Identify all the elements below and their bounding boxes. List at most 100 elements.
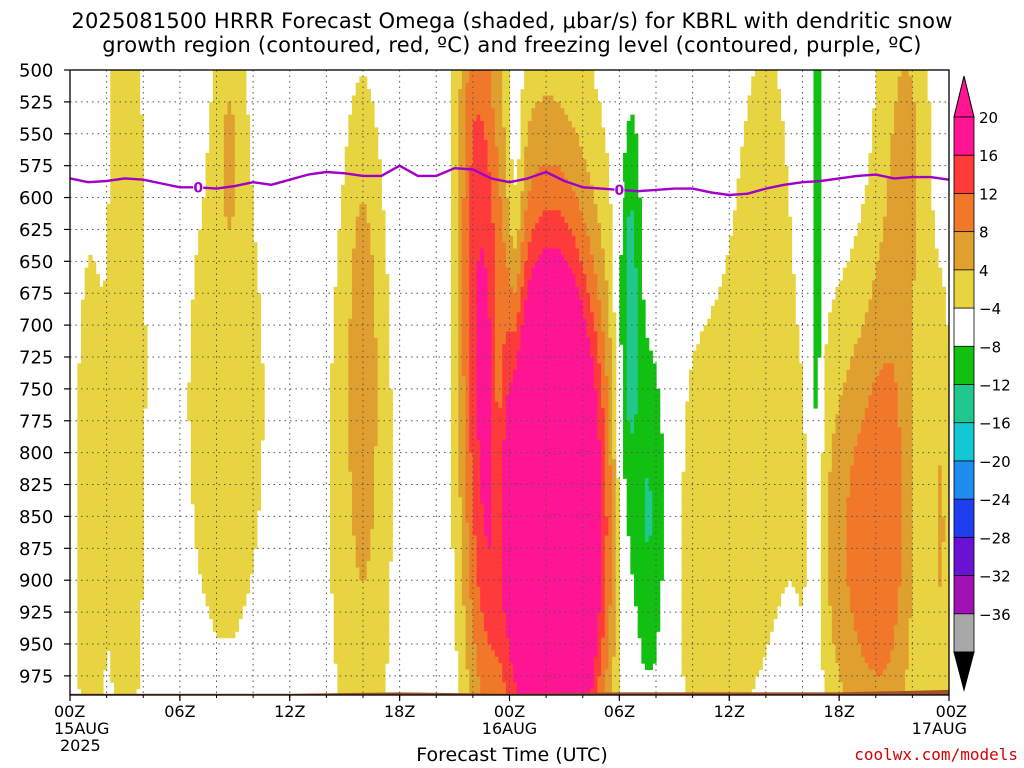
- omega-cell: [373, 223, 379, 231]
- omega-cell: [590, 223, 595, 231]
- omega-cell: [743, 312, 749, 320]
- omega-cell: [373, 184, 379, 192]
- omega-cell: [604, 152, 609, 160]
- omega-cell: [124, 76, 130, 84]
- omega-cell: [337, 318, 342, 326]
- omega-cell: [582, 172, 588, 180]
- omega-cell: [132, 197, 137, 205]
- omega-cell: [765, 121, 771, 128]
- omega-cell: [128, 210, 133, 218]
- omega-cell: [754, 159, 760, 167]
- omega-cell: [348, 267, 353, 275]
- omega-cell: [520, 254, 525, 262]
- omega-cell: [231, 235, 236, 243]
- omega-cell: [776, 146, 782, 154]
- omega-cell: [135, 172, 141, 180]
- omega-cell: [465, 267, 470, 275]
- omega-cell: [139, 197, 144, 205]
- omega-cell: [355, 261, 360, 269]
- omega-cell: [857, 280, 862, 288]
- omega-cell: [890, 203, 895, 211]
- omega-cell: [480, 305, 485, 313]
- omega-cell: [465, 223, 470, 231]
- omega-cell: [740, 274, 745, 282]
- omega-cell: [205, 267, 210, 275]
- omega-cell: [513, 248, 518, 256]
- omega-cell: [355, 146, 360, 154]
- omega-cell: [527, 89, 533, 97]
- omega-cell: [754, 267, 760, 275]
- omega-cell: [769, 280, 774, 288]
- omega-cell: [758, 95, 763, 103]
- omega-cell: [227, 191, 232, 199]
- omega-cell: [634, 331, 639, 339]
- omega-cell: [128, 325, 133, 333]
- omega-cell: [527, 159, 533, 167]
- omega-cell: [813, 70, 818, 77]
- omega-cell: [736, 280, 741, 288]
- omega-cell: [513, 191, 518, 199]
- omega-cell: [516, 318, 522, 326]
- omega-cell: [238, 305, 243, 313]
- omega-cell: [363, 248, 368, 256]
- omega-cell: [220, 114, 225, 122]
- omega-cell: [758, 318, 763, 326]
- omega-cell: [864, 286, 870, 294]
- omega-cell: [908, 165, 913, 173]
- omega-cell: [564, 70, 569, 77]
- omega-cell: [234, 293, 240, 301]
- omega-cell: [872, 325, 877, 333]
- omega-cell: [608, 312, 613, 320]
- omega-cell: [370, 101, 375, 109]
- omega-cell: [941, 318, 946, 326]
- omega-cell: [370, 191, 375, 199]
- omega-cell: [483, 140, 489, 148]
- omega-cell: [634, 178, 639, 186]
- omega-cell: [373, 312, 379, 320]
- omega-cell: [890, 280, 895, 288]
- omega-cell: [231, 274, 236, 282]
- omega-cell: [890, 184, 895, 192]
- omega-cell: [377, 286, 382, 294]
- omega-cell: [348, 121, 353, 128]
- omega-cell: [886, 178, 891, 186]
- omega-cell: [128, 89, 133, 97]
- omega-cell: [776, 216, 782, 224]
- omega-cell: [480, 254, 485, 262]
- omega-cell: [736, 299, 741, 307]
- omega-cell: [612, 325, 617, 333]
- omega-cell: [494, 133, 500, 141]
- omega-cell: [480, 146, 485, 154]
- omega-cell: [897, 108, 902, 116]
- omega-cell: [531, 293, 536, 301]
- omega-cell: [531, 127, 536, 135]
- omega-cell: [557, 70, 562, 77]
- omega-cell: [212, 152, 218, 160]
- omega-cell: [765, 248, 771, 256]
- omega-cell: [758, 280, 763, 288]
- omega-cell: [513, 318, 518, 326]
- omega-cell: [894, 127, 899, 135]
- omega-cell: [135, 101, 141, 109]
- omega-cell: [373, 299, 379, 307]
- omega-cell: [608, 261, 613, 269]
- omega-cell: [516, 286, 522, 294]
- omega-cell: [546, 178, 551, 186]
- omega-cell: [231, 210, 236, 218]
- omega-cell: [769, 274, 774, 282]
- omega-cell: [597, 191, 602, 199]
- omega-cell: [919, 197, 924, 205]
- omega-cell: [498, 197, 503, 205]
- omega-cell: [894, 152, 899, 160]
- omega-cell: [923, 70, 928, 77]
- omega-cell: [894, 184, 899, 192]
- omega-cell: [776, 165, 782, 173]
- omega-cell: [359, 248, 364, 256]
- omega-cell: [758, 165, 763, 173]
- omega-cell: [465, 242, 470, 250]
- omega-cell: [352, 331, 357, 339]
- omega-cell: [758, 305, 763, 313]
- omega-cell: [366, 140, 371, 148]
- omega-cell: [901, 133, 906, 141]
- omega-cell: [359, 223, 364, 231]
